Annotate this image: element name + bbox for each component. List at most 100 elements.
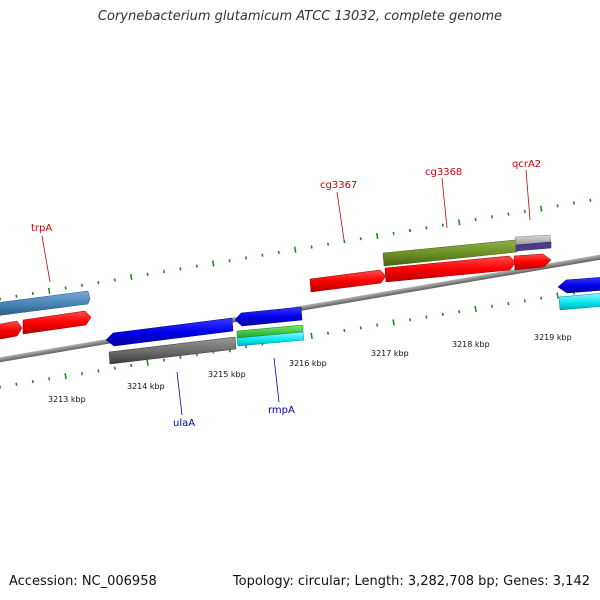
cds-forward-arrow-cg3368[interactable] [384,255,517,283]
major-tick [211,260,215,267]
gene-feature-steelblue[interactable] [0,290,91,316]
minor-tick [162,269,166,274]
genome-summary-text: Topology: circular; Length: 3,282,708 bp… [232,574,590,589]
minor-tick [572,201,576,205]
minor-tick [523,299,526,303]
minor-tick [48,377,51,381]
gene-feature-cyan[interactable] [558,293,600,311]
minor-tick [441,312,444,317]
minor-tick [408,228,412,233]
minor-tick [130,363,133,368]
minor-tick [195,264,198,268]
minor-tick [80,283,84,287]
minor-tick [15,294,18,298]
minor-tick [97,280,100,285]
minor-tick [179,267,182,271]
minor-tick [244,345,248,349]
minor-tick [326,331,330,335]
minor-tick [490,304,494,308]
major-tick [556,292,559,299]
minor-tick [540,296,543,300]
tick-label: 3214 kbp [127,382,165,391]
tick-labels: 3213 kbp 3214 kbp 3215 kbp 3216 kbp 3217… [48,333,572,404]
major-tick [457,219,461,226]
cds-reverse-arrow-ulaA[interactable] [105,317,234,347]
label-leaders [41,169,531,416]
minor-tick [277,250,280,255]
cds-forward-arrow-qcrA2[interactable] [513,253,552,271]
gene-label-rmpA[interactable]: rmpA [268,405,295,416]
tick-label: 3219 kbp [534,333,572,342]
minor-tick [474,217,477,222]
minor-tick [15,382,18,386]
major-tick [47,287,51,294]
minor-tick [343,328,346,333]
accession-text: Accession: NC_006958 [9,574,157,589]
cds-forward-arrow-trpA[interactable] [22,310,92,335]
tick-label: 3215 kbp [208,370,246,379]
gene-feature-purple[interactable] [515,241,552,252]
major-tick [474,305,477,313]
minor-tick [64,286,67,290]
minor-tick [162,358,166,362]
tick-label: 3217 kbp [371,349,409,358]
major-tick [129,274,133,281]
minor-tick [408,318,412,322]
minor-tick [113,366,116,370]
forward-tick-marks [0,198,592,301]
minor-tick [31,379,34,384]
map-title: Corynebacterium glutamicum ATCC 13032, c… [97,9,503,24]
reverse-features [105,277,600,365]
gene-label-ulaA[interactable]: ulaA [173,418,195,429]
minor-tick [179,355,182,360]
minor-tick [556,204,559,208]
minor-tick [425,226,428,230]
minor-tick [31,291,34,296]
minor-tick [97,369,100,373]
minor-tick [244,256,248,260]
gene-feature-olive[interactable] [382,239,518,267]
minor-tick [146,272,149,277]
gene-label-qcrA2[interactable]: qcrA2 [512,159,541,170]
major-tick [64,373,67,380]
minor-tick [343,239,346,244]
gene-label-cg3367[interactable]: cg3367 [320,180,357,191]
minor-tick [359,237,362,241]
gene-label-cg3368[interactable]: cg3368 [425,167,462,178]
minor-tick [80,371,84,376]
cds-forward-arrow[interactable] [0,320,23,340]
minor-tick [228,259,231,263]
cds-forward-arrow-cg3367[interactable] [309,269,387,293]
minor-tick [0,297,2,301]
minor-tick [490,215,494,219]
gene-feature-gray[interactable] [108,336,237,365]
major-tick [539,205,543,212]
minor-tick [507,212,510,216]
gene-feature-cyan[interactable] [236,331,305,347]
minor-tick [589,198,592,203]
minor-tick [441,223,444,227]
minor-tick [507,301,510,306]
gene-label-trpA[interactable]: trpA [31,223,52,234]
minor-tick [359,326,362,330]
minor-tick [261,253,264,257]
minor-tick [310,245,313,249]
gene-labels: trpA cg3367 cg3368 qcrA2 ulaA rmpA [31,159,541,429]
minor-tick [425,315,428,319]
tick-label: 3213 kbp [48,395,86,404]
major-tick [146,359,149,366]
cds-reverse-arrow-rmpA[interactable] [234,306,303,327]
tick-label: 3218 kbp [452,340,490,349]
minor-tick [392,231,395,235]
major-tick [293,246,297,253]
minor-tick [376,323,379,327]
minor-tick [0,385,2,389]
minor-tick [458,310,461,314]
minor-tick [326,242,330,246]
cds-reverse-arrow[interactable] [557,277,600,294]
tick-label: 3216 kbp [289,359,327,368]
minor-tick [113,278,116,282]
forward-features [0,234,552,340]
major-tick [375,232,379,240]
